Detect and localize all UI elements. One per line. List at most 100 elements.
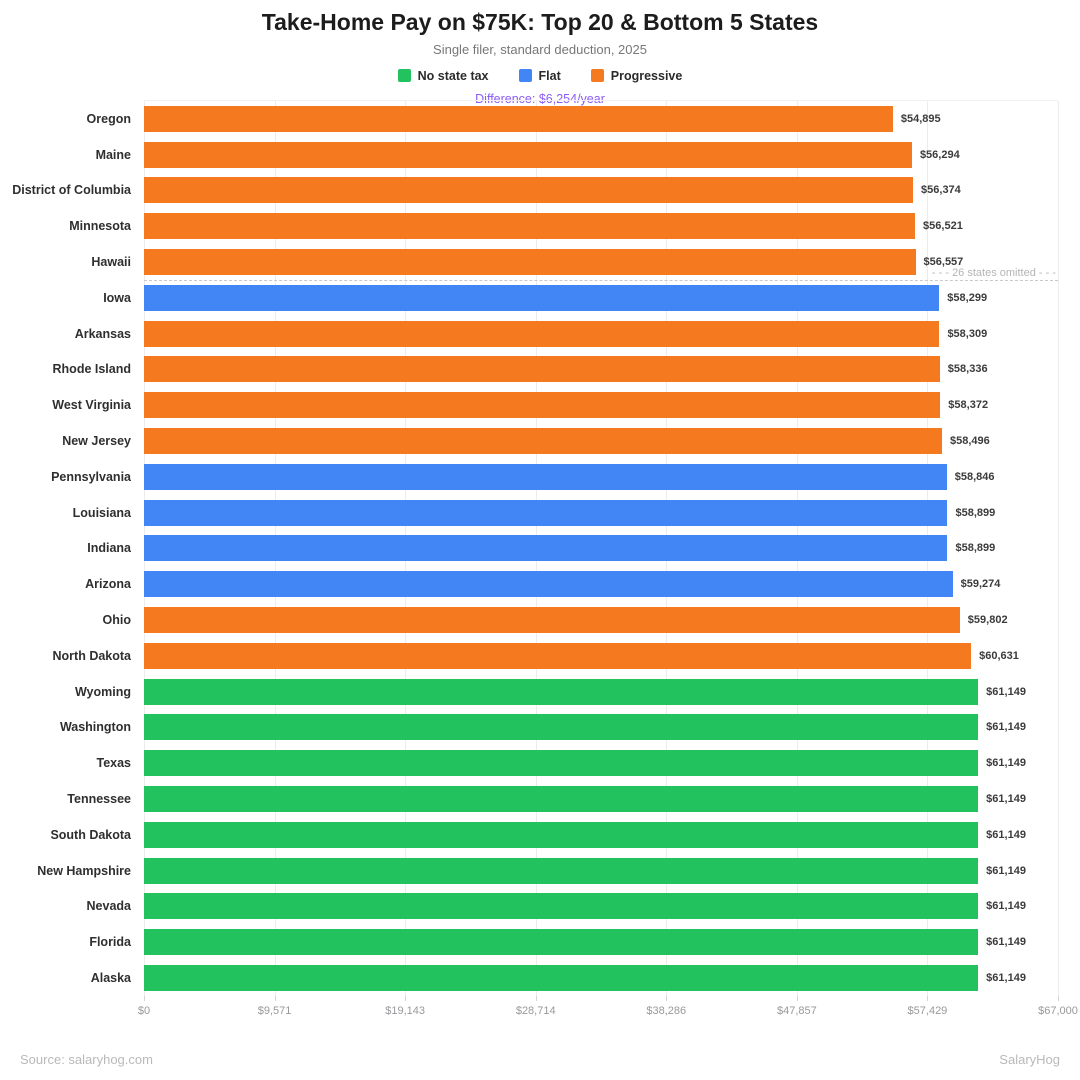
bar-row: Maine $56,294: [96, 137, 1058, 173]
bar: [144, 392, 941, 419]
bar-chart: Oregon $54,895 Maine $56,294 District of Col…: [12, 100, 1078, 1024]
x-tick-mark: [1058, 996, 1059, 1001]
bar-value-label: $61,149: [986, 685, 1026, 698]
bar: [144, 284, 940, 311]
x-tick-label: $67,000: [1038, 1005, 1078, 1017]
x-tick-mark: [535, 996, 537, 1001]
legend-label: No state tax: [417, 68, 489, 83]
state-label: New Hampshire: [37, 863, 131, 878]
x-tick-mark: [927, 996, 929, 1001]
bar-value-label: $59,274: [960, 578, 1001, 591]
bar-row: Louisiana $58,899: [73, 495, 1058, 531]
legend-item: Flat: [518, 69, 561, 83]
x-tick-label: $57,429: [907, 1005, 948, 1017]
bar-value-label: $58,496: [949, 435, 990, 448]
bar: [144, 105, 893, 132]
bar: [144, 821, 979, 848]
bar-value-label: $56,374: [921, 184, 961, 197]
bar-row: Oregon $54,895: [87, 101, 1058, 137]
bar-row: New Jersey $58,496: [62, 423, 1058, 459]
bar: [144, 213, 916, 240]
bar-value-label: $61,149: [986, 972, 1026, 985]
state-label: South Dakota: [50, 827, 131, 842]
bar: [144, 463, 947, 490]
x-tick-label: $47,857: [776, 1005, 817, 1017]
bar-value-label: $60,631: [979, 649, 1019, 662]
bar-value-label: $56,521: [923, 220, 963, 233]
bar: [144, 499, 948, 526]
chart-legend: No state tax Flat Progressive: [0, 69, 1080, 83]
bar: [144, 320, 940, 347]
chart-header: Take-Home Pay on $75K: Top 20 & Bottom 5…: [0, 0, 1080, 106]
bar: [144, 177, 914, 204]
omitted-separator-label: - - - 26 states omitted - - -: [931, 267, 1056, 279]
state-label: Nevada: [86, 899, 131, 914]
bar: [144, 750, 979, 777]
bar-row: Iowa $58,299: [103, 280, 1058, 316]
bar-value-label: $61,149: [986, 900, 1026, 913]
bar-row: North Dakota $60,631: [53, 638, 1058, 674]
state-label: Tennessee: [67, 792, 131, 807]
x-tick-mark: [666, 996, 668, 1001]
x-tick-label: $0: [137, 1005, 151, 1017]
bar-value-label: $61,149: [986, 936, 1026, 949]
bar-value-label: $61,149: [986, 757, 1026, 770]
chart-subtitle: Single filer, standard deduction, 2025: [433, 41, 647, 57]
state-label: Oregon: [86, 111, 131, 126]
x-tick-label: $9,571: [257, 1005, 292, 1017]
gridline: [1058, 101, 1059, 996]
state-label: Florida: [89, 935, 131, 950]
state-label: District of Columbia: [12, 183, 131, 198]
bar-value-label: $58,899: [955, 506, 996, 519]
bar: [144, 428, 942, 455]
x-tick-label: $28,714: [515, 1005, 556, 1017]
bar-row: Florida $61,149: [89, 924, 1058, 960]
bar-value-label: $56,294: [919, 148, 960, 161]
state-label: Washington: [59, 720, 131, 735]
bar: [144, 929, 979, 956]
state-label: Arkansas: [74, 326, 131, 341]
x-tick-mark: [796, 996, 798, 1001]
state-label: Wyoming: [74, 684, 131, 699]
state-label: Hawaii: [91, 255, 131, 270]
x-axis: $0 $9,571 $19,143 $28,714 $38,286 $47,857 $57,…: [138, 996, 1078, 1024]
legend-item: Progressive: [590, 68, 683, 83]
bar-value-label: $56,557: [923, 256, 964, 269]
bar-row: Nevada $61,149: [87, 889, 1058, 925]
bar: [144, 249, 916, 276]
bar-row: Pennsylvania $58,846: [51, 459, 1058, 495]
legend-swatch-icon: [590, 69, 604, 83]
bar-row: Rhode Island $58,336: [53, 352, 1058, 388]
x-tick-label: $19,143: [385, 1005, 426, 1017]
state-label: Iowa: [103, 290, 131, 305]
bar: [144, 786, 979, 813]
bar-row: Tennessee $61,149: [67, 781, 1058, 817]
state-label: Rhode Island: [52, 362, 131, 377]
legend-swatch-icon: [397, 69, 411, 83]
bar-row: Texas $61,149: [96, 745, 1058, 781]
bar: [144, 607, 960, 634]
bar: [144, 571, 953, 598]
state-label: Minnesota: [69, 219, 131, 234]
bar: [144, 893, 979, 920]
legend-label: Progressive: [610, 68, 683, 83]
bar-value-label: $58,372: [948, 399, 989, 412]
x-tick-mark: [405, 996, 407, 1001]
bar-row: New Hampshire $61,149: [37, 853, 1058, 889]
state-label: Maine: [95, 147, 131, 162]
bar-value-label: $58,336: [947, 363, 988, 376]
state-label: Ohio: [102, 613, 131, 628]
bar-value-label: $59,802: [967, 614, 1008, 627]
bar-row: Washington $61,149: [60, 710, 1058, 746]
bar-value-label: $61,149: [986, 721, 1026, 734]
state-label: West Virginia: [52, 398, 131, 413]
bar-row: District of Columbia $56,374: [12, 173, 1058, 209]
bar: [144, 857, 979, 884]
bar-value-label: $54,895: [900, 112, 941, 125]
bar-row: Arkansas $58,309: [75, 316, 1058, 352]
bar: [144, 642, 972, 669]
bar-value-label: $58,299: [947, 291, 988, 304]
brand-watermark: SalaryHog: [999, 1052, 1060, 1067]
state-label: New Jersey: [62, 434, 131, 449]
bar-row: West Virginia $58,372: [52, 387, 1058, 423]
